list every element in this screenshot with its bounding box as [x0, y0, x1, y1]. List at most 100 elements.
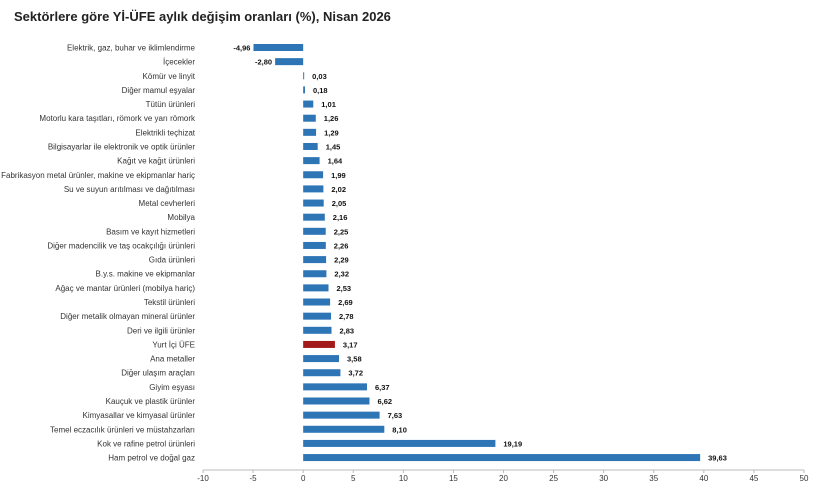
value-label: 39,63: [708, 454, 727, 463]
value-label: 2,69: [338, 298, 353, 307]
bar: [303, 369, 341, 377]
bar: [303, 284, 329, 292]
category-label: Diğer madencilik ve taş ocakçılığı ürünl…: [47, 241, 195, 250]
value-label: 8,10: [392, 425, 407, 434]
bar: [303, 326, 332, 334]
category-label: Kömür ve linyit: [143, 72, 196, 81]
value-label-group: -4,96 -2,80 0,03 0,18 1,01 1,26 1,29 1,45 1,64 1,…: [233, 44, 727, 463]
x-tick-label: 20: [499, 474, 508, 483]
category-label: Kauçuk ve plastik ürünler: [106, 397, 196, 406]
value-label: 7,63: [388, 411, 403, 420]
bar: [303, 454, 701, 462]
value-label: 1,64: [328, 157, 343, 166]
category-label: Tütün ürünleri: [146, 100, 196, 109]
category-label: Ana metaller: [150, 355, 195, 364]
bar: [253, 44, 304, 51]
x-tick-label: 40: [699, 474, 708, 483]
bar: [303, 312, 332, 320]
bar: [303, 298, 331, 306]
bar: [303, 114, 316, 122]
x-tick-label: 0: [301, 474, 306, 483]
value-label: 19,19: [503, 439, 522, 448]
value-label: 6,37: [375, 383, 390, 392]
category-label: Elektrikli teçhizat: [135, 128, 195, 137]
category-label-group: Elektrik, gaz, buhar ve iklimlendirme İçe…: [1, 44, 196, 463]
value-label: 2,05: [332, 199, 347, 208]
value-label: 2,16: [333, 213, 348, 222]
value-label: 3,72: [348, 369, 363, 378]
value-label: 1,45: [326, 142, 341, 151]
x-tick-label: 50: [800, 474, 809, 483]
bar-group: [253, 44, 701, 462]
bar: [303, 439, 496, 447]
category-label: Kağıt ve kağıt ürünleri: [117, 157, 195, 166]
bar: [303, 397, 370, 405]
category-label: Fabrikasyon metal ürünler, makine ve eki…: [1, 171, 195, 180]
x-tick-label: 35: [649, 474, 658, 483]
bar: [303, 100, 314, 108]
bar: [303, 171, 324, 179]
bar: [303, 128, 317, 136]
bar: [303, 425, 385, 433]
x-tick-label: 45: [749, 474, 758, 483]
category-label: Diğer ulaşım araçları: [121, 369, 195, 378]
category-label: Ağaç ve mantar ürünleri (mobilya hariç): [55, 284, 195, 293]
value-label: 2,78: [339, 312, 354, 321]
x-tick-label: 30: [599, 474, 608, 483]
category-label: Tekstil ürünleri: [144, 298, 195, 307]
category-label: Motorlu kara taşıtları, römork ve yarı r…: [39, 114, 196, 123]
category-label: Giyim eşyası: [149, 383, 195, 392]
value-label: -4,96: [233, 44, 250, 53]
category-label: İçecekler: [163, 58, 195, 67]
value-label: 2,02: [331, 185, 346, 194]
bar: [275, 58, 304, 66]
value-label: 3,58: [347, 355, 362, 364]
bar: [303, 157, 320, 165]
category-label: Elektrik, gaz, buhar ve iklimlendirme: [67, 44, 196, 53]
value-label: 2,83: [340, 326, 355, 335]
category-label: Ham petrol ve doğal gaz: [108, 454, 195, 463]
bar: [303, 411, 380, 419]
value-label: 2,29: [334, 256, 349, 265]
value-label: 2,53: [337, 284, 352, 293]
value-label: 1,26: [324, 114, 339, 123]
x-tick-label: 15: [449, 474, 458, 483]
category-label: Su ve suyun arıtılması ve dağıtılması: [64, 185, 195, 194]
value-label: 2,25: [334, 227, 349, 236]
category-label: Temel eczacılık ürünleri ve müstahzarlar…: [50, 425, 195, 434]
category-label: Metal cevherleri: [139, 199, 196, 208]
category-label: Deri ve ilgili ürünler: [127, 326, 195, 335]
bar: [303, 227, 326, 235]
value-label: 6,62: [377, 397, 392, 406]
category-label: B.y.s. makine ve ekipmanlar: [96, 270, 196, 279]
category-label: Diğer mamul eşyalar: [122, 86, 196, 95]
value-label: 2,26: [334, 241, 349, 250]
bar: [303, 340, 335, 348]
bar: [303, 185, 324, 193]
category-label: Yurt İçi ÜFE: [152, 340, 195, 349]
chart-title: Sektörlere göre Yİ-ÜFE aylık değişim ora…: [14, 9, 391, 24]
value-label: 2,32: [334, 270, 349, 279]
bar: [303, 256, 327, 264]
bar: [303, 72, 305, 80]
category-label: Diğer metalik olmayan mineral ürünler: [60, 312, 195, 321]
x-tick-label: -10: [197, 474, 209, 483]
bar: [303, 383, 367, 391]
bar: [303, 142, 318, 150]
x-axis: -10 -5 0 5 10 15 20 25 30 35 40 45 50: [197, 469, 809, 483]
value-label: 1,99: [331, 171, 346, 180]
bar: [303, 270, 327, 278]
value-label: 0,03: [312, 72, 327, 81]
category-label: Gıda ürünleri: [149, 256, 195, 265]
category-label: Bilgisayarlar ile elektronik ve optik ür…: [48, 142, 196, 151]
x-tick-label: -5: [250, 474, 258, 483]
bar: [303, 199, 324, 207]
x-tick-label: 10: [399, 474, 408, 483]
bar: [303, 355, 340, 363]
bar: [303, 213, 325, 221]
category-label: Kok ve rafine petrol ürünleri: [97, 439, 195, 448]
value-label: -2,80: [255, 58, 272, 67]
category-label: Basım ve kayıt hizmetleri: [106, 227, 195, 236]
x-tick-label: 25: [549, 474, 558, 483]
